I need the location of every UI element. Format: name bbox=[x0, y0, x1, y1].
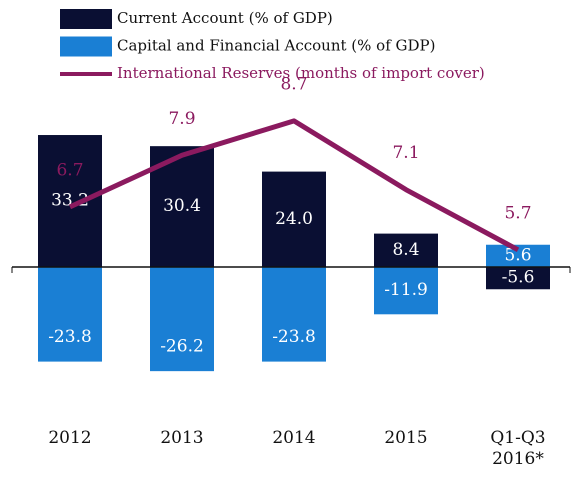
x-tick-label: 2015 bbox=[384, 428, 428, 448]
x-tick-label: 2013 bbox=[160, 428, 204, 448]
legend-swatch bbox=[60, 9, 112, 29]
bar-value-label: 30.4 bbox=[163, 196, 201, 216]
legend-label: Capital and Financial Account (% of GDP) bbox=[117, 37, 435, 55]
bar-value-label: 8.4 bbox=[392, 240, 419, 260]
line-series bbox=[68, 118, 520, 253]
bar bbox=[38, 135, 102, 267]
bar bbox=[150, 267, 214, 372]
bar-value-label: -23.8 bbox=[272, 327, 316, 347]
bar bbox=[374, 267, 438, 315]
bar bbox=[262, 171, 326, 267]
legend-label: International Reserves (months of import… bbox=[117, 64, 485, 82]
line-value-label: 8.7 bbox=[280, 74, 307, 94]
x-tick-label: 2014 bbox=[272, 428, 316, 448]
x-tick-label: Q1-Q3 2016* bbox=[490, 428, 546, 469]
bar-value-label: -11.9 bbox=[384, 280, 428, 300]
bar-value-label: -23.8 bbox=[48, 327, 92, 347]
bar bbox=[486, 244, 550, 267]
bar-value-label: 24.0 bbox=[275, 209, 313, 229]
line-value-label: 7.1 bbox=[392, 143, 419, 163]
bar bbox=[38, 267, 102, 362]
line-value-label: 5.7 bbox=[504, 203, 531, 223]
bar bbox=[262, 267, 326, 362]
bar-value-label: -5.6 bbox=[502, 268, 535, 288]
bar bbox=[374, 233, 438, 267]
x-tick-label: 2012 bbox=[48, 428, 92, 448]
legend-label: Current Account (% of GDP) bbox=[117, 9, 333, 27]
bar-value-label: -26.2 bbox=[160, 337, 204, 357]
line-value-label: 7.9 bbox=[168, 109, 195, 129]
bar bbox=[486, 267, 550, 290]
bar-value-label: 5.6 bbox=[504, 245, 531, 265]
bar-value-label: 33.2 bbox=[51, 191, 89, 211]
line-value-label: 6.7 bbox=[56, 160, 83, 180]
legend-swatch bbox=[60, 36, 112, 57]
